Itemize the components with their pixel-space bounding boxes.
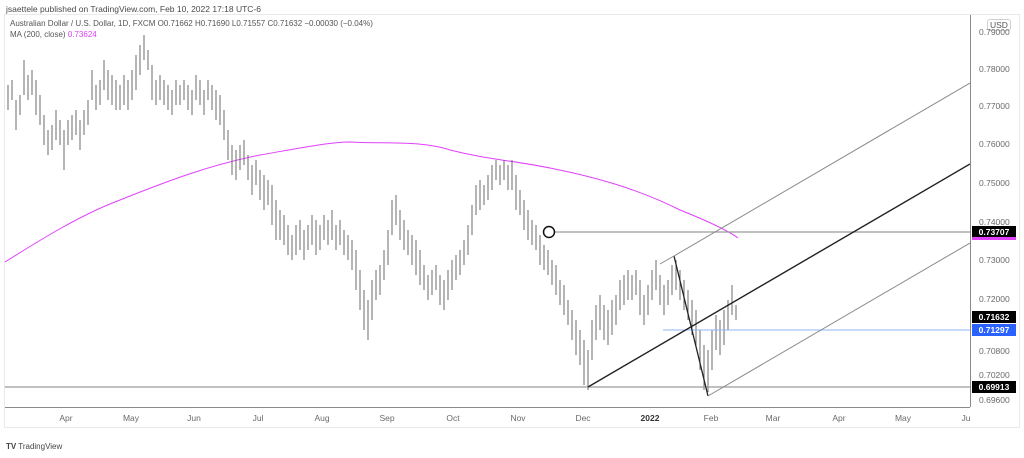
pitchfork-upper <box>673 82 970 257</box>
ma-200-line <box>5 141 739 263</box>
y-tick: 0.72000 <box>979 294 1010 304</box>
x-tick: Aug <box>314 413 330 423</box>
x-tick: May <box>894 413 912 423</box>
tradingview-logo-text: TradingView <box>18 442 63 451</box>
tradingview-logo-icon: TV <box>6 442 17 451</box>
price-axis[interactable]: USD 0.79000 0.78000 0.77000 0.76000 0.75… <box>970 15 1019 407</box>
ma-label: MA (200, close) <box>10 30 66 39</box>
ma-legend: MA (200, close) 0.73624 <box>10 29 373 40</box>
x-tick: May <box>122 413 140 423</box>
x-tick: Oct <box>446 413 460 423</box>
x-tick: Mar <box>765 413 781 423</box>
chart-frame <box>4 14 1020 428</box>
y-tick: 0.73000 <box>979 255 1010 265</box>
pitchfork-lower <box>707 242 970 397</box>
pitchfork-handle <box>673 255 709 397</box>
chart-legend: Australian Dollar / U.S. Dollar, 1D, FXC… <box>10 18 373 40</box>
currency-badge[interactable]: USD <box>987 19 1011 31</box>
x-tick-year: 2022 <box>640 413 660 423</box>
x-tick: Apr <box>832 413 846 423</box>
level-circle-marker <box>542 225 556 239</box>
x-tick: Feb <box>703 413 719 423</box>
y-tick: 0.77000 <box>979 101 1010 111</box>
x-tick: Apr <box>59 413 73 423</box>
x-tick: Nov <box>510 413 526 423</box>
price-label-0.69913: 0.69913 <box>972 381 1016 393</box>
price-label-0.71297: 0.71297 <box>972 324 1016 336</box>
y-tick: 0.76000 <box>979 139 1010 149</box>
y-tick: 0.70200 <box>979 370 1010 380</box>
trendline <box>587 163 970 388</box>
x-tick: Ju <box>961 413 971 423</box>
y-tick: 0.79000 <box>979 27 1010 37</box>
tradingview-logo[interactable]: TV TradingView <box>6 442 62 451</box>
y-tick: 0.69600 <box>979 395 1010 405</box>
price-label-0.73707: 0.73707 <box>972 226 1016 240</box>
candles <box>7 35 737 392</box>
y-tick: 0.75000 <box>979 178 1010 188</box>
symbol-line: Australian Dollar / U.S. Dollar, 1D, FXC… <box>10 19 373 28</box>
price-chart[interactable] <box>5 15 970 407</box>
y-tick: 0.70800 <box>979 346 1010 356</box>
pitchfork-upper-cross <box>659 255 675 265</box>
x-tick: Dec <box>575 413 591 423</box>
y-tick: 0.74000 <box>979 217 1010 227</box>
time-axis[interactable]: Apr May Jun Jul Aug Sep Oct Nov Dec 2022… <box>5 407 970 427</box>
ma-value: 0.73624 <box>67 30 97 39</box>
x-tick: Sep <box>379 413 395 423</box>
x-tick: Jun <box>187 413 201 423</box>
x-tick: Jul <box>252 413 264 423</box>
publisher-line: jsaettele published on TradingView.com, … <box>6 4 261 14</box>
price-label-last: 0.71632 <box>972 311 1016 323</box>
y-tick: 0.78000 <box>979 64 1010 74</box>
